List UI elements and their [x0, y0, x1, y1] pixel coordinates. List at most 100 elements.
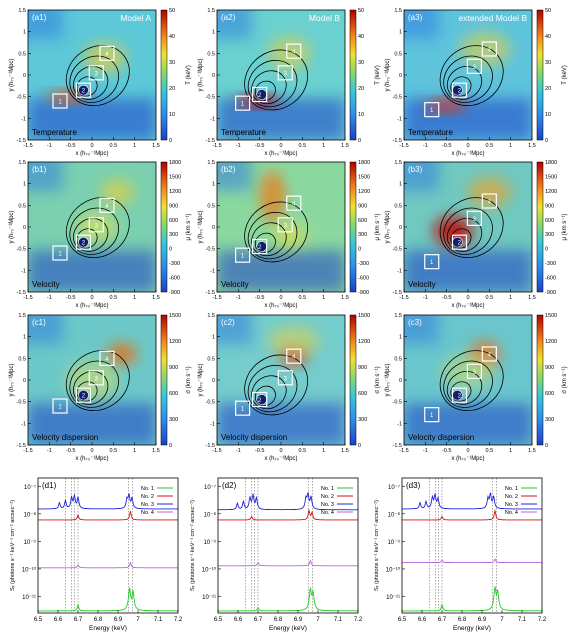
xray-contour [65, 197, 130, 259]
map-image: 1 2 3 4 [404, 10, 532, 140]
map-feature [66, 360, 118, 400]
y-axis-label: y (h₇₀⁻¹Mpc) [9, 58, 15, 91]
x-tick-label: 1 [509, 143, 512, 149]
colorbar-tick-label: 600 [545, 391, 554, 397]
cluster-core [78, 84, 89, 96]
map-image: 1 2 3 4 [404, 162, 532, 292]
colorbar [160, 161, 168, 293]
legend-label: No. 1 [141, 486, 154, 492]
y-tick-label: -1 [210, 116, 215, 122]
colorbar-tick-label: -900 [545, 290, 556, 296]
spectrum-panel: 6.5 6.6 6.7 6.8 6.9 7 7.1 7.2 10⁻⁷ 10⁻⁸ 10⁻⁹ 10⁻¹⁰ 1… [374, 477, 547, 632]
xray-contour [439, 350, 504, 412]
plot-area [402, 478, 542, 613]
series-line [38, 587, 178, 612]
region-box [52, 93, 68, 109]
colorbar-tick-label: 300 [169, 232, 178, 238]
x-tick-label: -0.5 [66, 295, 75, 301]
colorbar-label: T (keV) [186, 65, 192, 85]
colorbar-label: μ (km s⁻¹) [375, 214, 381, 241]
map-cool-region [217, 315, 252, 344]
x-axis-label: Energy (keV) [453, 625, 491, 632]
colorbar-tick-label: 1800 [358, 160, 370, 166]
region-box [235, 400, 251, 416]
colorbar-tick-label: 10 [169, 112, 175, 118]
x-tick-label: -1 [47, 448, 52, 454]
region-box [99, 197, 115, 213]
colorbar-tick-label: 0 [358, 138, 361, 144]
panel-id: (d1) [42, 481, 57, 490]
region-label: 3 [284, 376, 288, 382]
x-tick-label: -1 [423, 143, 428, 149]
region-box [88, 370, 104, 386]
y-tick-label: 0.5 [18, 203, 26, 209]
region-label: 2 [258, 398, 262, 404]
colorbar-tick-label: 300 [358, 417, 367, 423]
y-tick-label: -0.5 [206, 95, 215, 101]
map-cool-region [28, 162, 63, 191]
series-line [402, 586, 542, 612]
y-tick-label: 1 [23, 182, 26, 188]
map-feature [106, 343, 137, 365]
colorbar-tick-label: 20 [169, 86, 175, 92]
y-tick-label: 0 [212, 225, 215, 231]
region-box [466, 363, 482, 379]
region-label: 2 [82, 89, 86, 95]
colorbar-tick-label: -600 [358, 276, 369, 282]
colorbar-tick-label: 300 [545, 232, 554, 238]
region-label: 2 [258, 93, 262, 99]
colorbar-tick-label: 600 [358, 218, 367, 224]
colorbar-tick-label: 1500 [545, 174, 557, 180]
colorbar-tick-label: 10 [358, 112, 364, 118]
panel-id: (b3) [408, 165, 423, 174]
colorbar-label: σ (km s⁻¹) [375, 366, 381, 393]
colorbar [536, 9, 544, 141]
y-tick-label: 10⁻⁹ [204, 539, 217, 546]
colorbar-tick-label: 50 [169, 8, 175, 14]
y-tick-label: 0 [23, 378, 26, 384]
y-tick-label: -0.5 [206, 400, 215, 406]
model-title: Model A [120, 13, 151, 23]
map-feature [272, 222, 307, 249]
y-tick-label: -1.5 [17, 290, 26, 296]
x-axis-label: x (h₇₀⁻¹Mpc) [264, 303, 297, 309]
x-tick-label: -1.5 [212, 295, 221, 301]
xray-contour [251, 222, 287, 257]
x-tick-label: -1.5 [399, 448, 408, 454]
y-tick-label: 1.5 [18, 313, 26, 319]
xray-contour [446, 370, 483, 405]
xray-contour [254, 232, 276, 254]
map-cool-region [404, 162, 439, 191]
x-tick-label: 0 [279, 143, 282, 149]
x-tick-label: 6.8 [94, 617, 103, 623]
colorbar-tick-label: 1800 [169, 160, 181, 166]
region-box [481, 346, 497, 362]
quantity-label: Velocity [221, 280, 249, 289]
quantity-label: Velocity dispersion [32, 433, 98, 442]
xray-contour [76, 76, 98, 97]
quantity-label: Temperature [221, 128, 266, 137]
y-axis-label: y (h₇₀⁻¹Mpc) [385, 58, 391, 91]
x-tick-label: 0 [466, 448, 469, 454]
y-tick-label: 0.5 [394, 356, 402, 362]
colorbar-label: T (keV) [562, 65, 568, 85]
colorbar-label: σ (km s⁻¹) [562, 366, 568, 393]
colorbar-tick-label: 0 [169, 443, 172, 449]
x-tick-label: 6.7 [74, 617, 83, 623]
series-line [218, 559, 358, 567]
quantity-label: Velocity dispersion [221, 433, 287, 442]
x-tick-label: -1 [236, 143, 241, 149]
y-tick-label: 10⁻⁹ [24, 539, 37, 546]
colorbar-tick-label: 600 [169, 391, 178, 397]
x-tick-label: 7.2 [354, 617, 363, 623]
y-tick-label: -1 [397, 268, 402, 274]
colorbar-tick-label: -900 [169, 290, 180, 296]
colorbar-tick-label: 40 [169, 34, 175, 40]
x-tick-label: 1.5 [341, 143, 349, 149]
region-box [424, 254, 440, 270]
